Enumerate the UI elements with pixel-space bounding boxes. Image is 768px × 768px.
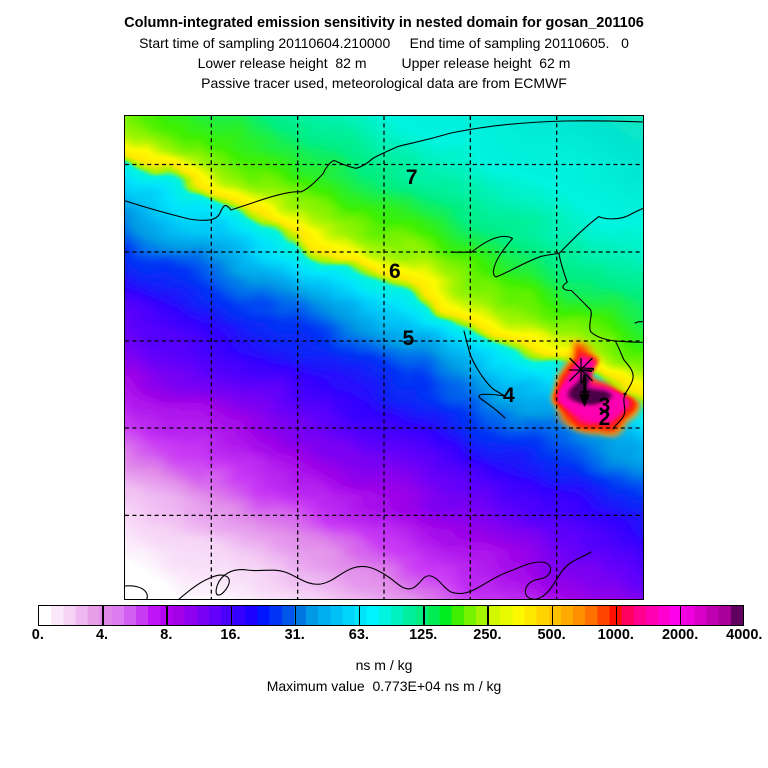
svg-text:7: 7 xyxy=(406,166,418,189)
svg-text:6: 6 xyxy=(389,260,401,283)
svg-text:1: 1 xyxy=(579,377,590,398)
svg-text:5: 5 xyxy=(402,327,414,350)
svg-text:4: 4 xyxy=(503,384,515,407)
svg-text:2: 2 xyxy=(599,407,611,430)
